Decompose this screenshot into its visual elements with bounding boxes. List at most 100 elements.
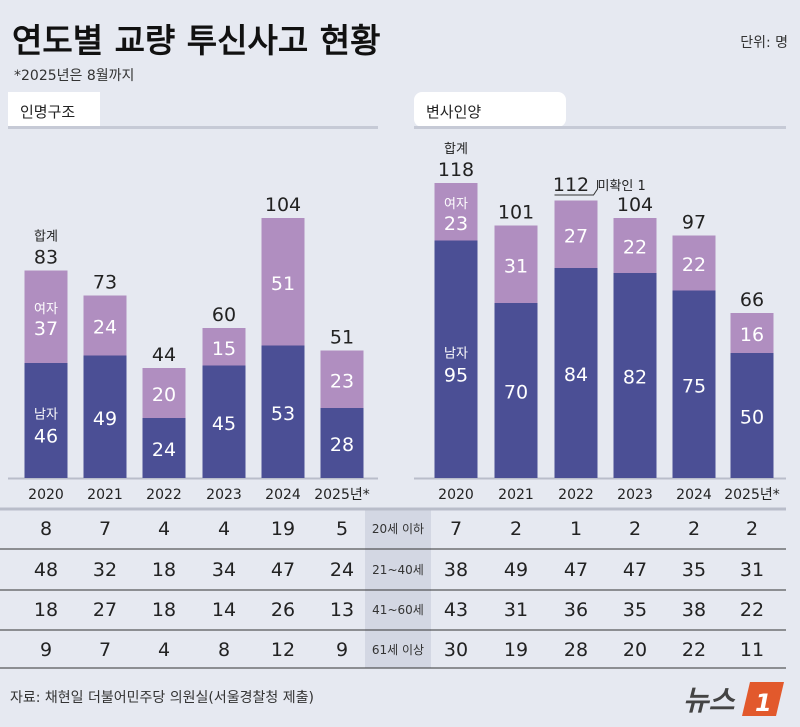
panel-title-rescue: 인명구조: [20, 103, 75, 121]
table-cell-recovery: 47: [623, 559, 647, 581]
x-tick-label: 2025년*: [314, 487, 370, 503]
table-cell-rescue: 24: [330, 559, 354, 581]
x-tick-label: 2022: [146, 487, 182, 503]
bar-female: [434, 183, 478, 241]
chart-title: 연도별 교량 투신사고 현황: [12, 21, 380, 60]
label-total: 101: [498, 202, 534, 224]
bar-male: [554, 268, 598, 478]
table-cell-recovery: 31: [504, 599, 528, 621]
table-cell-rescue: 4: [218, 518, 230, 540]
bar-female: [24, 270, 68, 363]
label-total: 104: [265, 194, 301, 216]
panel-title-recovery: 변사인양: [426, 103, 481, 121]
table-cell-recovery: 7: [450, 518, 462, 540]
label-female: 22: [623, 237, 647, 259]
bar-male: [494, 303, 538, 478]
x-tick-label: 2024: [676, 487, 712, 503]
table-cell-rescue: 9: [40, 639, 52, 661]
label-total: 51: [330, 327, 354, 349]
label-female: 51: [271, 273, 295, 295]
age-label-column: [365, 510, 431, 668]
table-cell-recovery: 20: [623, 639, 647, 661]
annotation-leader: [554, 180, 598, 196]
table-cell-rescue: 14: [212, 599, 236, 621]
note: *2025년은 8월까지: [14, 68, 134, 84]
x-tick-label: 2024: [265, 487, 301, 503]
x-tick-label: 2023: [206, 487, 242, 503]
label-female: 27: [564, 225, 588, 247]
table-cell-recovery: 31: [740, 559, 764, 581]
label-male: 50: [740, 407, 764, 429]
total-caption: 합계: [444, 142, 468, 157]
table-cell-rescue: 48: [34, 559, 58, 581]
age-group-label: 41~60세: [372, 603, 424, 617]
label-female: 24: [93, 317, 117, 339]
label-male: 84: [564, 364, 588, 386]
table-cell-rescue: 9: [336, 639, 348, 661]
table-cell-rescue: 5: [336, 518, 348, 540]
label-total: 60: [212, 304, 236, 326]
table-cell-recovery: 30: [444, 639, 468, 661]
label-total: 112: [553, 174, 589, 196]
table-cell-recovery: 28: [564, 639, 588, 661]
label-female: 23: [330, 370, 354, 392]
bar-female: [142, 368, 186, 418]
bar-male: [83, 355, 127, 478]
table-cell-recovery: 11: [740, 639, 764, 661]
label-male: 53: [271, 403, 295, 425]
label-total: 104: [617, 194, 653, 216]
bar-female: [83, 295, 127, 356]
label-male: 46: [34, 426, 58, 448]
x-tick-label: 2022: [558, 487, 594, 503]
table-cell-rescue: 7: [99, 639, 111, 661]
bar-male: [320, 408, 364, 478]
table-cell-recovery: 43: [444, 599, 468, 621]
age-group-label: 61세 이상: [372, 643, 424, 657]
table-cell-rescue: 32: [93, 559, 117, 581]
table-cell-rescue: 8: [218, 639, 230, 661]
svg-text:1: 1: [755, 689, 772, 717]
label-male: 45: [212, 413, 236, 435]
series-name-female: 여자: [34, 302, 58, 317]
age-group-label: 21~40세: [372, 563, 424, 577]
label-female: 23: [444, 213, 468, 235]
table-cell-recovery: 22: [682, 639, 706, 661]
table-cell-rescue: 12: [271, 639, 295, 661]
table-cell-rescue: 13: [330, 599, 354, 621]
label-female: 31: [504, 255, 528, 277]
label-female: 37: [34, 318, 58, 340]
series-name-male: 남자: [34, 408, 58, 423]
table-cell-recovery: 47: [564, 559, 588, 581]
x-tick-label: 2020: [438, 487, 474, 503]
table-cell-rescue: 34: [212, 559, 236, 581]
table-cell-recovery: 38: [682, 599, 706, 621]
label-total: 83: [34, 247, 58, 269]
table-cell-rescue: 47: [271, 559, 295, 581]
table-cell-rescue: 4: [158, 639, 170, 661]
table-cell-rescue: 18: [34, 599, 58, 621]
bar-female: [494, 225, 538, 303]
table-cell-rescue: 4: [158, 518, 170, 540]
total-caption: 합계: [34, 230, 58, 245]
bar-female: [613, 218, 657, 273]
table-cell-rescue: 26: [271, 599, 295, 621]
table-cell-recovery: 38: [444, 559, 468, 581]
series-name-male: 남자: [444, 346, 468, 361]
bar-male: [434, 240, 478, 478]
bar-male: [24, 363, 68, 478]
table-cell-rescue: 8: [40, 518, 52, 540]
bar-female: [320, 350, 364, 408]
source-note: 자료: 채현일 더불어민주당 의원실(서울경찰청 제출): [10, 690, 314, 706]
label-total: 118: [438, 159, 474, 181]
panel-tab-recovery: [414, 92, 566, 127]
age-group-label: 20세 이하: [372, 522, 424, 536]
label-male: 75: [682, 375, 706, 397]
table-cell-recovery: 2: [688, 518, 700, 540]
bar-male: [202, 365, 246, 478]
x-tick-label: 2021: [87, 487, 123, 503]
bar-female: [554, 200, 598, 268]
label-total: 73: [93, 272, 117, 294]
bar-male: [672, 290, 716, 478]
